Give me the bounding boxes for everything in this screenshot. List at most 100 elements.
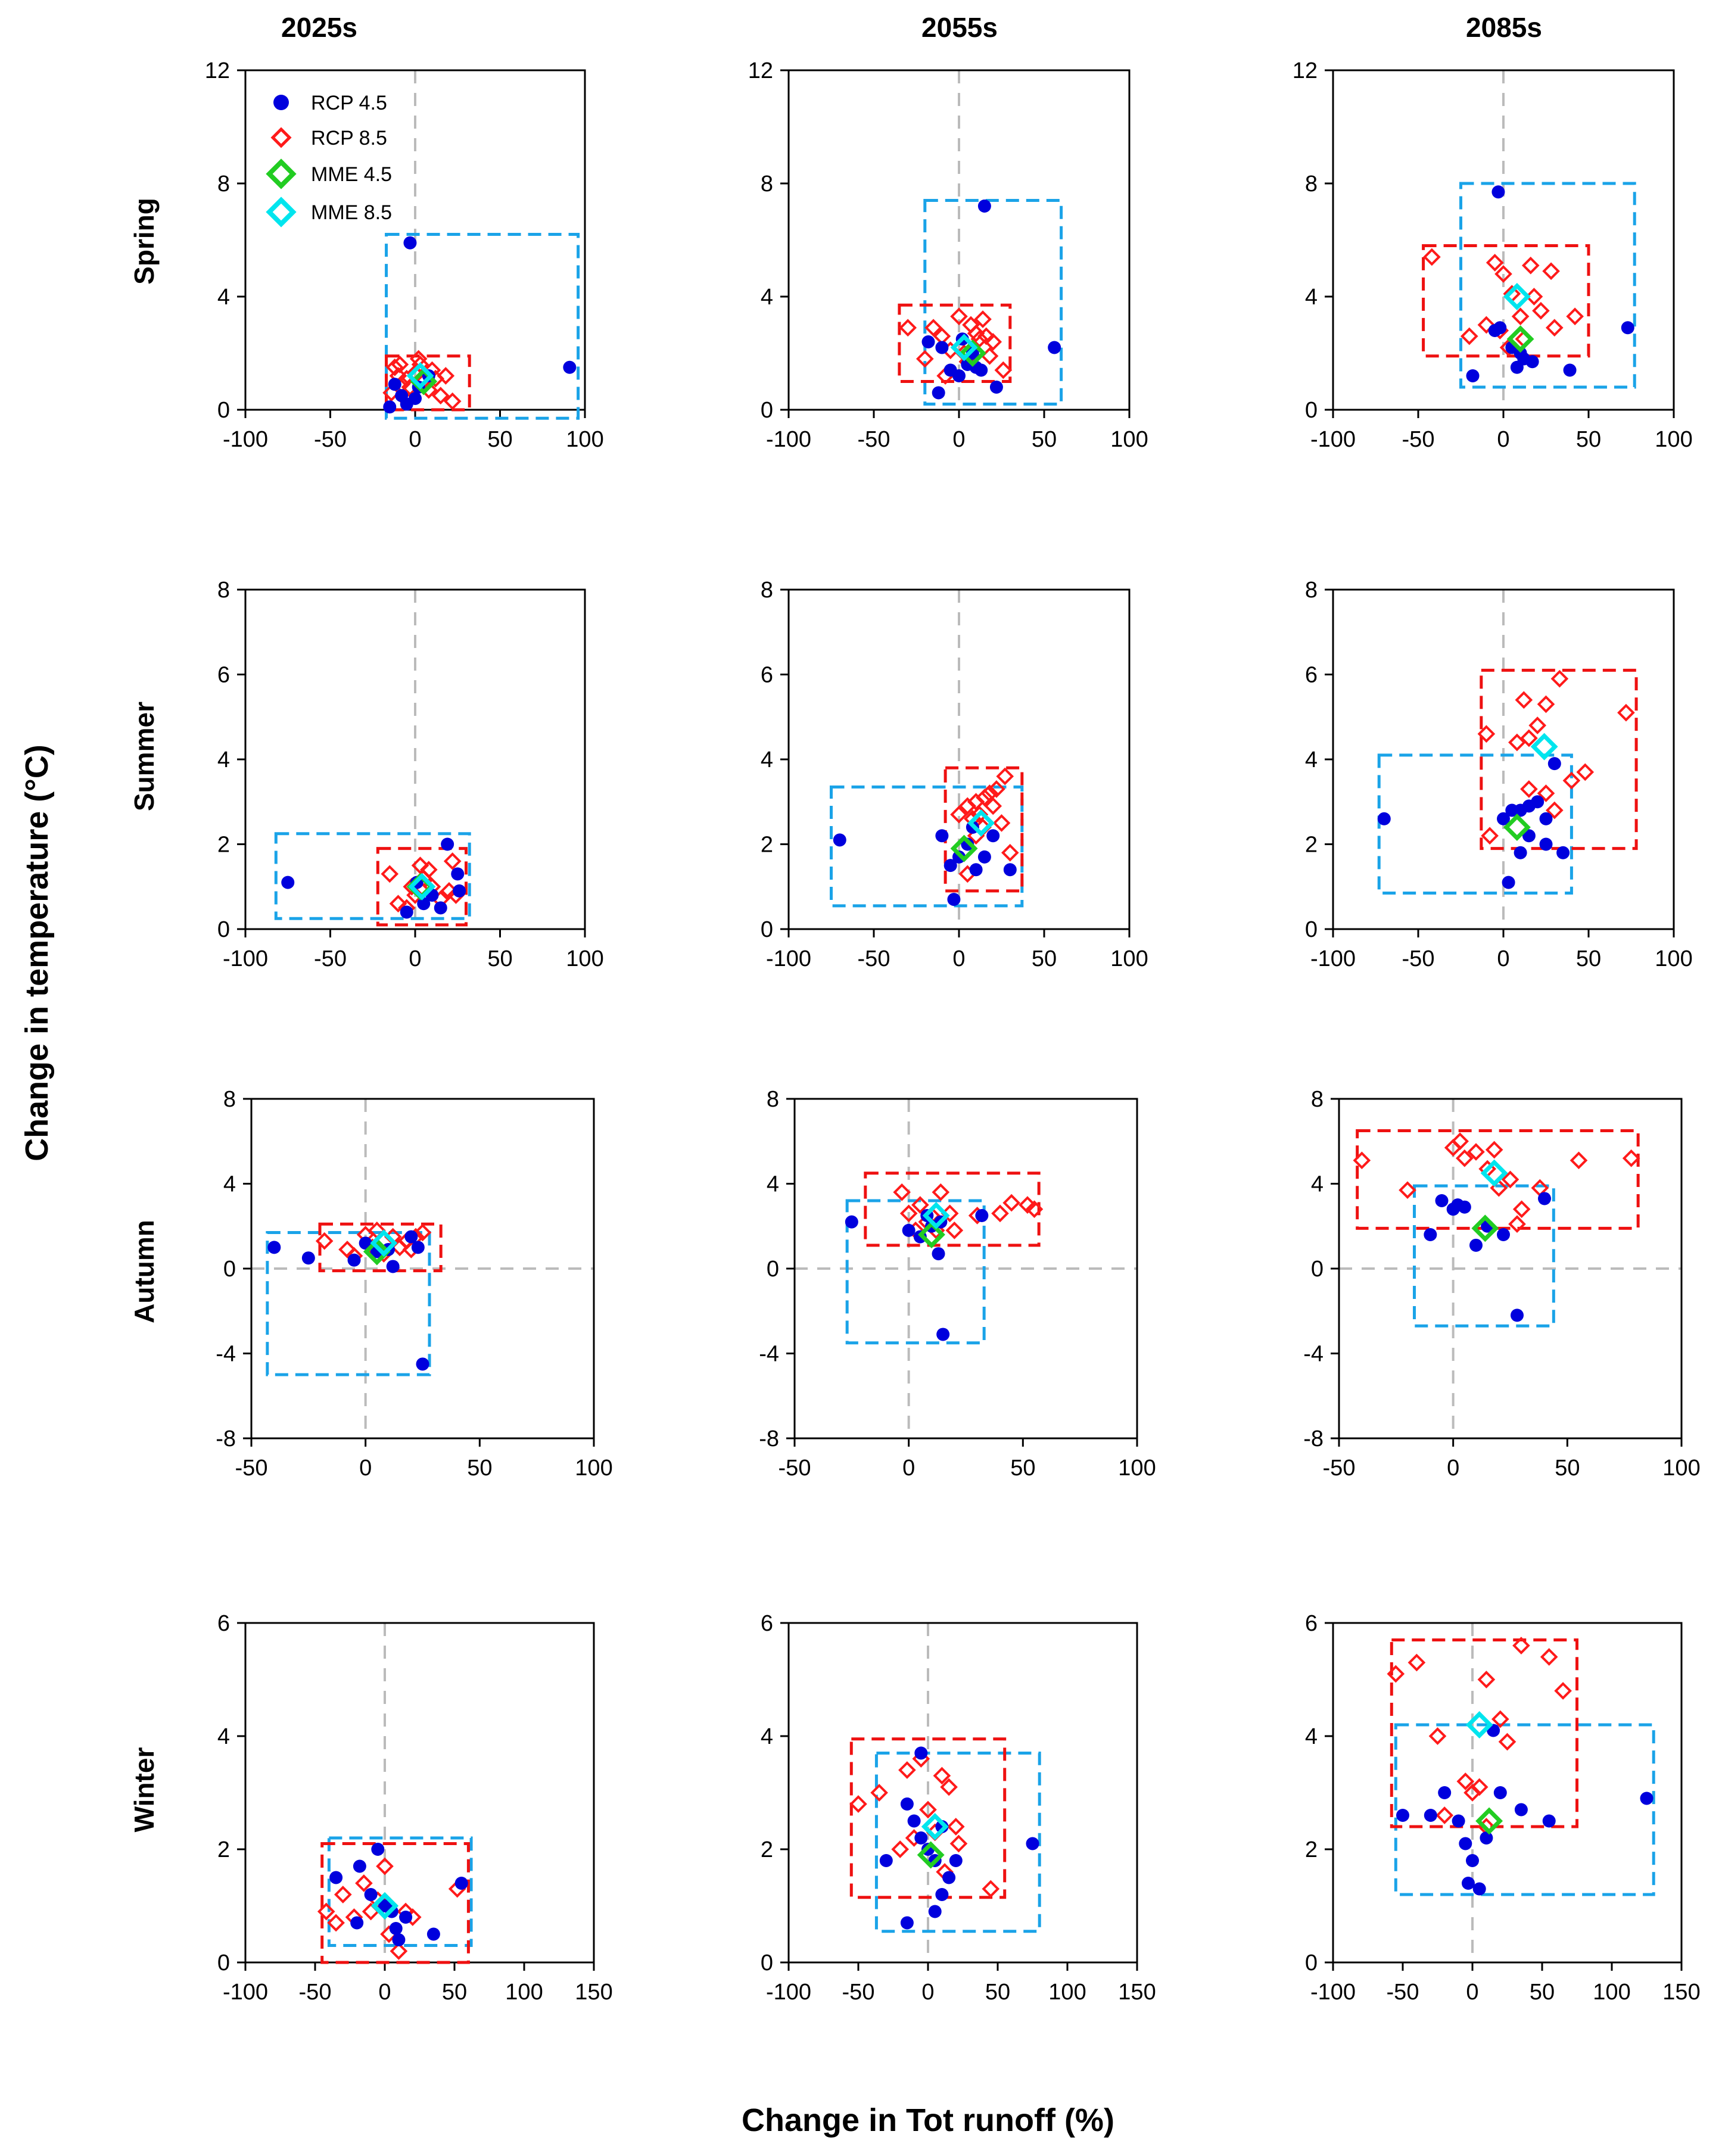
x-tick-label: 0 [409,946,421,971]
point-rcp45 [353,1859,366,1873]
point-rcp45 [1472,1882,1486,1896]
point-rcp45 [1502,876,1515,889]
point-mme85 [922,1201,950,1229]
point-rcp85 [1550,669,1569,688]
point-rcp45 [454,1877,468,1890]
point-rcp45 [1514,347,1527,360]
point-rcp45 [1480,1831,1493,1845]
point-mme45 [950,834,978,862]
point-rcp85 [1485,1141,1503,1159]
y-tick-label: 0 [1305,917,1318,942]
point-rcp85 [891,1840,910,1858]
point-rcp45 [1048,341,1061,354]
panel-autumn-2085s: -50 0 50 100 -8 -4 0 4 8 [1303,1087,1701,1481]
x-tick-label: -50 [314,946,347,971]
point-rcp85 [381,865,399,883]
x-tick-label: 50 [487,427,512,452]
point-rcp85 [1451,1132,1469,1151]
x-tick-label: 50 [1576,427,1601,452]
point-rcp85 [1520,780,1538,798]
point-rcp85 [1545,319,1564,337]
range-box-rcp45 [923,199,1063,406]
point-rcp45 [563,360,577,374]
panel-spring-2025s: -100 -50 0 50 100 0 4 8 12 [205,58,604,452]
x-tick-label: 0 [1497,946,1509,971]
point-rcp85 [391,356,409,373]
point-rcp45 [1458,1200,1471,1214]
point-rcp85 [1025,1200,1044,1219]
point-rcp45 [961,837,974,851]
x-tick-label: 0 [378,1980,391,2005]
x-tick-label: 0 [1447,1456,1459,1481]
point-rcp45 [1466,1854,1479,1867]
y-tick-label: 6 [217,663,230,688]
point-rcp85 [899,319,917,337]
point-mme85 [371,1892,398,1920]
point-rcp45 [329,1871,343,1884]
point-rcp85 [1387,1665,1405,1683]
plot-frame [244,1622,595,1964]
y-tick-label: 0 [767,1257,779,1282]
point-rcp85 [1520,729,1538,747]
range-box-rcp45 [385,233,580,420]
y-tick-label: 2 [1305,833,1318,858]
y-axis-title: Change in temperature (°C) [19,744,55,1161]
point-rcp45 [1003,863,1017,877]
x-tick-label: -50 [858,427,890,452]
x-tick-label: 50 [1010,1456,1035,1481]
x-tick-label: -100 [223,946,268,971]
point-rcp85 [916,350,934,368]
x-tick-label: 100 [566,946,603,971]
point-rcp45 [1542,1814,1556,1828]
point-rcp85 [1521,256,1540,275]
point-rcp45 [1466,369,1480,382]
x-tick-label: -50 [1387,1980,1419,2005]
point-rcp45 [409,392,422,405]
point-rcp85 [1508,733,1526,752]
point-mme85 [1530,733,1558,761]
point-rcp45 [1525,355,1539,369]
x-tick-label: -50 [1402,946,1435,971]
point-mme85 [370,1229,398,1257]
point-rcp85 [1525,288,1543,306]
point-rcp45 [1491,185,1505,199]
point-rcp45 [1547,757,1561,771]
point-rcp45 [1522,829,1536,843]
x-tick-label: 0 [409,427,421,452]
point-rcp45 [935,829,949,843]
y-tick-label: 6 [761,663,773,688]
point-rcp85 [980,347,999,365]
point-rcp45 [416,1357,429,1371]
legend-marker-rcp45 [273,95,289,110]
y-tick-label: 2 [217,833,230,858]
panel-spring-2055s: -100 -50 0 50 100 0 4 8 12 [748,58,1148,452]
panel-summer-2085s: -100 -50 0 50 100 0 2 4 6 8 [1305,578,1693,971]
point-mme85 [1503,283,1531,310]
point-rcp45 [1459,1837,1472,1850]
point-rcp45 [966,347,979,360]
range-box-rcp45 [274,832,471,920]
y-tick-label: 4 [761,747,773,772]
y-tick-label: 0 [1311,1257,1324,1282]
point-rcp85 [355,1874,373,1892]
point-rcp85 [1515,691,1533,709]
point-mme45 [1506,325,1534,353]
point-rcp85 [940,1778,958,1796]
y-tick-label: 8 [1311,1087,1324,1112]
point-mme45 [917,1841,945,1869]
point-rcp85 [932,1183,950,1201]
point-rcp45 [914,1831,928,1845]
point-rcp45 [900,1797,914,1811]
x-tick-label: -100 [766,946,811,971]
point-rcp85 [911,1196,929,1214]
y-tick-label: 4 [767,1172,779,1197]
point-rcp85 [317,1902,335,1921]
y-tick-label: -8 [216,1426,236,1451]
x-tick-label: -50 [858,946,890,971]
point-mme85 [1465,1711,1493,1738]
range-box-rcp85 [898,303,1012,383]
point-rcp85 [974,310,992,328]
point-rcp45 [952,369,966,382]
point-rcp85 [950,805,968,824]
y-tick-label: 0 [761,1951,773,1976]
